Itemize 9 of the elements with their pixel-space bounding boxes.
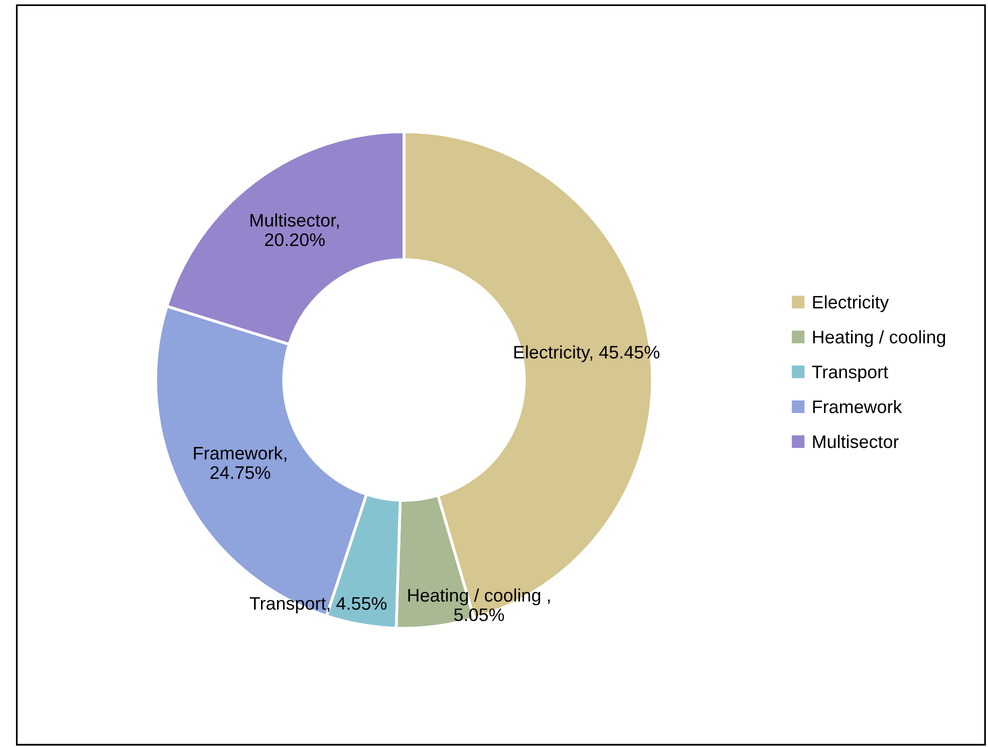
data-label: Framework, 24.75% xyxy=(194,446,286,480)
legend-label: Framework xyxy=(813,400,902,414)
legend-label: Heating / cooling xyxy=(813,330,946,348)
legend-label: Transport xyxy=(812,366,888,382)
data-label: Multisector, 20.20% xyxy=(250,213,339,246)
data-label: Electricity, 45.45% xyxy=(514,345,660,362)
legend-label: Multisector xyxy=(813,434,899,448)
data-label: Transport, 4.55% xyxy=(250,597,387,614)
legend-label: Electricity xyxy=(813,295,889,312)
